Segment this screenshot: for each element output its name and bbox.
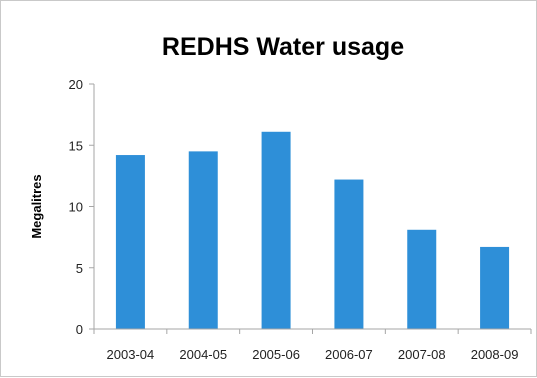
y-tick-label: 20 (69, 77, 83, 92)
bar-2008-09 (480, 246, 510, 329)
y-tick-label: 5 (76, 261, 83, 276)
chart-title: REDHS Water usage (162, 33, 404, 61)
bar-2005-06 (261, 131, 291, 329)
bars (115, 131, 510, 329)
bar-2007-08 (407, 229, 437, 329)
bar-2006-07 (334, 179, 364, 329)
bar-2004-05 (188, 151, 218, 329)
x-tick-label: 2006-07 (325, 347, 373, 362)
y-tick-label: 10 (69, 200, 83, 215)
x-tick-label: 2003-04 (107, 347, 155, 362)
x-tick-label: 2005-06 (252, 347, 300, 362)
x-tick-label: 2008-09 (471, 347, 519, 362)
y-axis-label: Megalitres (29, 174, 44, 238)
x-tick-label: 2004-05 (179, 347, 227, 362)
x-tick-label: 2007-08 (398, 347, 446, 362)
y-tick-label: 15 (69, 138, 83, 153)
y-axis-ticks: 0 5 10 15 20 (69, 77, 94, 337)
x-axis-ticks: 2003-04 2004-05 2005-06 2006-07 2007-08 2008-… (93, 329, 532, 362)
y-tick-label: 0 (76, 322, 83, 337)
bar-2003-04 (115, 155, 145, 329)
